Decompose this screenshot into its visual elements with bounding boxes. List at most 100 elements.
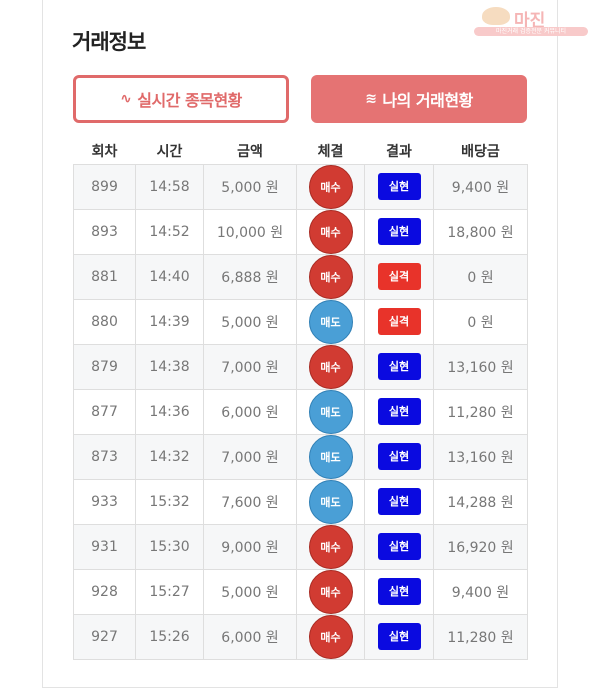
round-cell: 933 <box>73 478 136 525</box>
trade-cell: 매도 <box>296 433 365 480</box>
round-cell: 931 <box>73 523 136 570</box>
trade-cell: 매도 <box>296 298 365 345</box>
amount-cell: 6,000 원 <box>203 388 297 435</box>
table-row: 927 15:26 6,000 원 매수 실현 11,280 원 <box>73 613 528 660</box>
amount-cell: 5,000 원 <box>203 298 297 345</box>
time-cell: 14:36 <box>135 388 204 435</box>
round-cell: 873 <box>73 433 136 480</box>
result-cell: 실격 <box>364 253 434 300</box>
payout-cell: 9,400 원 <box>433 163 528 210</box>
time-cell: 15:27 <box>135 568 204 615</box>
column-header: 회차 <box>91 143 118 160</box>
table-row: 873 14:32 7,000 원 매도 실현 13,160 원 <box>73 433 528 480</box>
result-badge: 실현 <box>377 443 421 470</box>
trade-cell: 매도 <box>296 478 365 525</box>
trade-cell: 매수 <box>296 253 365 300</box>
round-cell: 877 <box>73 388 136 435</box>
time-cell: 14:58 <box>135 163 204 210</box>
time-cell: 15:30 <box>135 523 204 570</box>
result-badge: 실격 <box>377 308 421 335</box>
amount-cell: 7,000 원 <box>203 343 297 390</box>
column-header: 배당금 <box>461 143 500 160</box>
round-cell: 899 <box>73 163 136 210</box>
table-row: 933 15:32 7,600 원 매도 실현 14,288 원 <box>73 478 528 525</box>
table-row: 880 14:39 5,000 원 매도 실격 0 원 <box>73 298 528 345</box>
realtime-label: 실시간 종목현황 <box>137 91 242 110</box>
trade-type-badge: 매도 <box>308 479 353 524</box>
amount-cell: 9,000 원 <box>203 523 297 570</box>
table-row: 899 14:58 5,000 원 매수 실현 9,400 원 <box>73 163 528 210</box>
round-cell: 881 <box>73 253 136 300</box>
trade-table: 회차 시간 금액 체결 결과 배당금 899 14:58 5,000 원 매수 실현 9,400 원… <box>73 138 528 660</box>
round-cell: 928 <box>73 568 136 615</box>
emblem-icon <box>482 7 510 25</box>
payout-cell: 14,288 원 <box>433 478 528 525</box>
payout-cell: 18,800 원 <box>433 208 528 255</box>
list-icon: ≋ <box>365 91 377 107</box>
trade-cell: 매수 <box>296 568 365 615</box>
time-cell: 14:52 <box>135 208 204 255</box>
result-badge: 실현 <box>377 218 421 245</box>
table-row: 879 14:38 7,000 원 매수 실현 13,160 원 <box>73 343 528 390</box>
amount-cell: 7,000 원 <box>203 433 297 480</box>
payout-cell: 9,400 원 <box>433 568 528 615</box>
trade-type-badge: 매수 <box>308 569 353 614</box>
time-cell: 14:38 <box>135 343 204 390</box>
round-cell: 893 <box>73 208 136 255</box>
trade-cell: 매수 <box>296 613 365 660</box>
column-header: 결과 <box>386 143 412 160</box>
time-cell: 14:32 <box>135 433 204 480</box>
result-cell: 실현 <box>364 388 434 435</box>
column-header: 체결 <box>317 143 344 160</box>
table-row: 881 14:40 6,888 원 매수 실격 0 원 <box>73 253 528 300</box>
round-cell: 927 <box>73 613 136 660</box>
logo-text: 마진 <box>514 11 546 31</box>
round-cell: 880 <box>73 298 136 345</box>
result-cell: 실현 <box>364 523 434 570</box>
amount-cell: 5,000 원 <box>203 163 297 210</box>
trade-type-badge: 매수 <box>308 209 353 254</box>
column-header: 시간 <box>156 143 183 160</box>
trade-type-badge: 매도 <box>308 299 353 344</box>
watermark-logo: 마진 마진거래 검증전문 커뮤니티 <box>474 6 590 36</box>
result-badge: 실현 <box>377 623 421 650</box>
result-badge: 실격 <box>377 263 421 290</box>
trade-cell: 매수 <box>296 163 365 210</box>
result-cell: 실현 <box>364 208 434 255</box>
result-badge: 실현 <box>377 533 421 560</box>
payout-cell: 0 원 <box>433 298 528 345</box>
trade-type-badge: 매수 <box>308 344 353 389</box>
result-badge: 실현 <box>377 398 421 425</box>
trade-cell: 매수 <box>296 208 365 255</box>
payout-cell: 13,160 원 <box>433 433 528 480</box>
payout-cell: 0 원 <box>433 253 528 300</box>
round-cell: 879 <box>73 343 136 390</box>
table-row: 928 15:27 5,000 원 매수 실현 9,400 원 <box>73 568 528 615</box>
column-header: 금액 <box>237 143 263 160</box>
amount-cell: 6,888 원 <box>203 253 297 300</box>
time-cell: 15:26 <box>135 613 204 660</box>
logo-subtext: 마진거래 검증전문 커뮤니티 <box>474 27 588 36</box>
pulse-icon: ∿ <box>120 91 132 107</box>
page-title: 거래정보 <box>72 30 146 54</box>
my-trades-button[interactable]: ≋ 나의 거래현황 <box>311 75 527 123</box>
result-cell: 실현 <box>364 433 434 480</box>
result-cell: 실현 <box>364 163 434 210</box>
result-cell: 실현 <box>364 478 434 525</box>
payout-cell: 13,160 원 <box>433 343 528 390</box>
realtime-status-button[interactable]: ∿ 실시간 종목현황 <box>73 75 289 123</box>
trade-cell: 매수 <box>296 523 365 570</box>
payout-cell: 11,280 원 <box>433 388 528 435</box>
table-row: 877 14:36 6,000 원 매도 실현 11,280 원 <box>73 388 528 435</box>
amount-cell: 5,000 원 <box>203 568 297 615</box>
result-cell: 실격 <box>364 298 434 345</box>
trade-type-badge: 매도 <box>308 434 353 479</box>
trade-type-badge: 매수 <box>308 254 353 299</box>
my-trades-label: 나의 거래현황 <box>382 91 473 110</box>
trade-type-badge: 매수 <box>308 614 353 659</box>
trade-type-badge: 매수 <box>308 524 353 569</box>
result-badge: 실현 <box>377 488 421 515</box>
result-badge: 실현 <box>377 353 421 380</box>
result-cell: 실현 <box>364 343 434 390</box>
trade-cell: 매도 <box>296 388 365 435</box>
